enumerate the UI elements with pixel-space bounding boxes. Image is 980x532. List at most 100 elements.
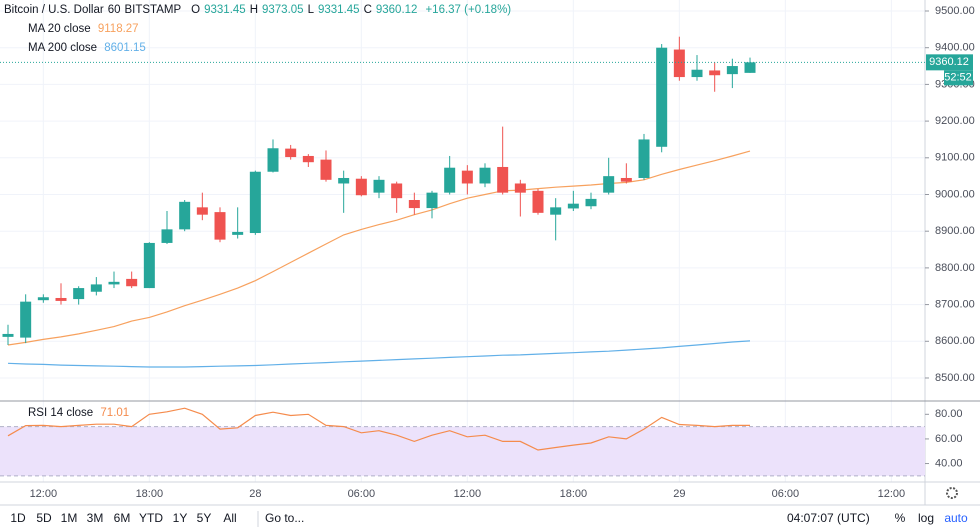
candle-body bbox=[338, 177, 350, 184]
range-button[interactable]: 3M bbox=[87, 511, 104, 525]
rsi-legend: RSI 14 close 71.01 bbox=[28, 407, 133, 419]
y-tick-label: 9100.00 bbox=[935, 152, 975, 164]
x-tick-label: 28 bbox=[249, 488, 261, 500]
candle-body bbox=[550, 207, 562, 215]
candle-body bbox=[249, 171, 261, 234]
candle-body bbox=[108, 281, 120, 285]
candle-body bbox=[179, 201, 191, 230]
clock: 04:07:07 (UTC) bbox=[787, 511, 870, 525]
countdown-label: 52:52 bbox=[944, 72, 972, 84]
candle-body bbox=[143, 242, 155, 289]
candle-body bbox=[532, 190, 544, 213]
legend-value: 8601.15 bbox=[104, 42, 146, 54]
y-tick-label: 8800.00 bbox=[935, 262, 975, 274]
legend-value: 71.01 bbox=[100, 407, 130, 419]
candle-body bbox=[126, 278, 138, 287]
ohlc-value: 9373.05 bbox=[262, 4, 304, 16]
range-button[interactable]: 1M bbox=[61, 511, 78, 525]
candle-body bbox=[55, 297, 67, 301]
settings-icon[interactable] bbox=[946, 487, 958, 499]
ohlc-label: H bbox=[249, 4, 258, 16]
y-tick-label: 8500.00 bbox=[935, 372, 975, 384]
range-button[interactable]: YTD bbox=[139, 511, 163, 525]
exchange: BITSTAMP bbox=[124, 4, 182, 16]
y-tick-label: 8600.00 bbox=[935, 335, 975, 347]
y-tick-label: 8900.00 bbox=[935, 225, 975, 237]
y-tick-label: 40.00 bbox=[935, 457, 963, 469]
candle-body bbox=[673, 49, 685, 78]
candle-body bbox=[603, 176, 615, 193]
candle-body bbox=[355, 178, 367, 196]
x-tick-label: 18:00 bbox=[136, 488, 164, 500]
range-button[interactable]: 6M bbox=[114, 511, 131, 525]
range-button[interactable]: 5D bbox=[36, 511, 52, 525]
y-tick-label: 60.00 bbox=[935, 433, 963, 445]
candle-body bbox=[2, 333, 14, 337]
candle-body bbox=[497, 166, 509, 193]
scale-option[interactable]: % bbox=[895, 511, 906, 525]
candle-body bbox=[709, 70, 721, 76]
candle-body bbox=[479, 167, 491, 184]
series-line bbox=[7, 340, 751, 368]
y-tick-label: 80.00 bbox=[935, 408, 963, 420]
price-tag bbox=[926, 54, 973, 71]
candle-body bbox=[373, 179, 385, 193]
candle-body bbox=[302, 155, 314, 163]
x-tick-label: 29 bbox=[673, 488, 685, 500]
candle-body bbox=[514, 183, 526, 193]
x-tick-label: 12:00 bbox=[878, 488, 906, 500]
scale-option[interactable]: auto bbox=[944, 511, 968, 525]
ma200-legend: MA 200 close 8601.15 bbox=[28, 42, 150, 54]
ohlc-label: O bbox=[191, 4, 201, 16]
symbol: Bitcoin / U.S. Dollar bbox=[4, 4, 104, 16]
candle-body bbox=[744, 62, 756, 73]
candle-body bbox=[90, 284, 102, 292]
change: +16.37 (+0.18%) bbox=[425, 4, 512, 16]
candle-body bbox=[461, 170, 473, 184]
x-tick-label: 06:00 bbox=[348, 488, 376, 500]
y-tick-label: 9000.00 bbox=[935, 188, 975, 200]
range-button[interactable]: 1D bbox=[10, 511, 26, 525]
candle-body bbox=[232, 231, 244, 235]
y-tick-label: 9400.00 bbox=[935, 42, 975, 54]
ohlc-label: C bbox=[363, 4, 372, 16]
candle-body bbox=[196, 207, 208, 215]
legend-name: RSI 14 close bbox=[28, 407, 94, 419]
candle-body bbox=[691, 69, 703, 78]
candle-body bbox=[620, 177, 632, 182]
series-line bbox=[7, 407, 750, 451]
candle-body bbox=[408, 200, 420, 209]
header: Bitcoin / U.S. Dollar 60 BITSTAMP O 9331.45 H… bbox=[4, 4, 515, 16]
ma20-legend: MA 20 close 9118.27 bbox=[28, 23, 143, 35]
candle-body bbox=[320, 159, 332, 180]
candle-body bbox=[73, 288, 85, 300]
range-button[interactable]: 5Y bbox=[197, 511, 212, 525]
candle-body bbox=[444, 167, 456, 193]
goto-button[interactable]: Go to... bbox=[265, 511, 304, 525]
legend-value: 9118.27 bbox=[97, 23, 139, 35]
candle-body bbox=[567, 203, 579, 209]
candle-body bbox=[214, 212, 226, 240]
scale-option[interactable]: log bbox=[918, 511, 934, 525]
candle-body bbox=[656, 47, 668, 147]
range-button[interactable]: All bbox=[223, 511, 236, 525]
x-tick-label: 12:00 bbox=[454, 488, 482, 500]
x-tick-label: 06:00 bbox=[772, 488, 800, 500]
ohlc-value: 9360.12 bbox=[375, 4, 418, 16]
candle-body bbox=[267, 148, 279, 172]
candle-body bbox=[285, 148, 297, 158]
candle-body bbox=[161, 229, 173, 243]
candle-body bbox=[585, 198, 597, 207]
countdown-tag bbox=[944, 70, 973, 86]
ohlc: O 9331.45 H 9373.05 L 9331.45 C 9360.12 bbox=[191, 4, 421, 16]
candle-body bbox=[726, 66, 738, 75]
ohlc-value: 9331.45 bbox=[204, 4, 246, 16]
interval: 60 bbox=[107, 4, 121, 16]
ohlc-value: 9331.45 bbox=[317, 4, 360, 16]
price-tag-label: 9360.12 bbox=[929, 56, 969, 68]
ohlc-label: L bbox=[307, 4, 314, 16]
range-button[interactable]: 1Y bbox=[173, 511, 188, 525]
candle-body bbox=[391, 183, 403, 199]
